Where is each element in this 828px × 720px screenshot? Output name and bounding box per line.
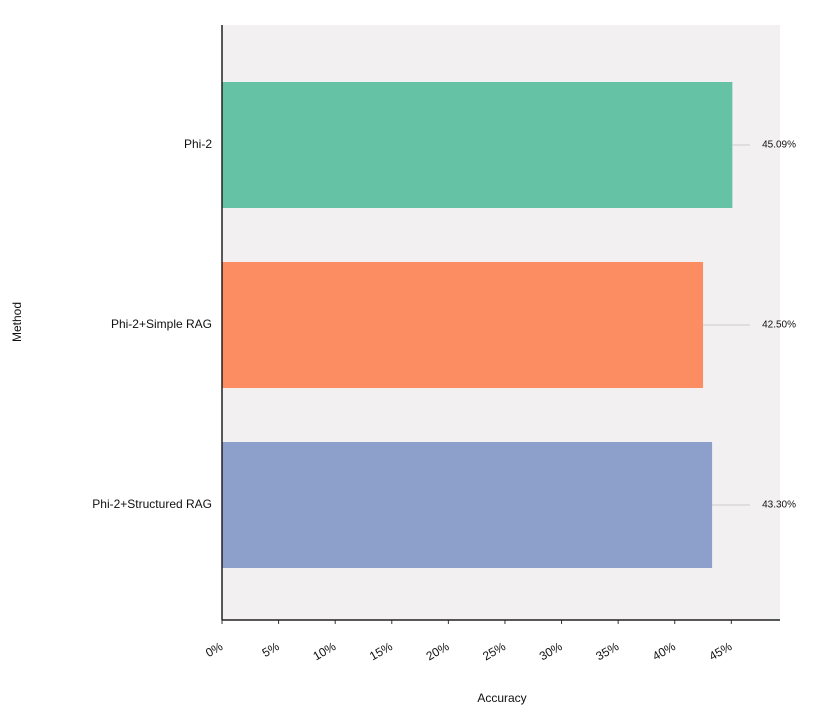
x-tick-label: 35% <box>593 639 621 663</box>
bar <box>222 442 713 568</box>
x-tick-label: 0% <box>203 639 225 660</box>
y-tick-label: Phi-2+Structured RAG <box>92 497 212 511</box>
x-tick-label: 25% <box>480 639 508 663</box>
x-tick-label: 30% <box>537 639 565 663</box>
x-tick-label: 10% <box>310 639 338 663</box>
y-axis-label: Method <box>10 302 24 342</box>
x-axis-label: Accuracy <box>477 691 526 705</box>
bar <box>222 262 704 388</box>
value-label: 45.09% <box>762 140 796 151</box>
x-tick-label: 20% <box>424 639 452 663</box>
value-label: 43.30% <box>762 500 796 511</box>
value-label: 42.50% <box>762 320 796 331</box>
bar <box>222 82 733 208</box>
x-tick-label: 5% <box>260 639 282 660</box>
x-tick-label: 40% <box>650 639 678 663</box>
y-tick-label: Phi-2+Simple RAG <box>111 317 212 331</box>
x-tick-label: 15% <box>367 639 395 663</box>
x-tick-label: 45% <box>707 639 735 663</box>
y-tick-label: Phi-2 <box>184 137 212 151</box>
